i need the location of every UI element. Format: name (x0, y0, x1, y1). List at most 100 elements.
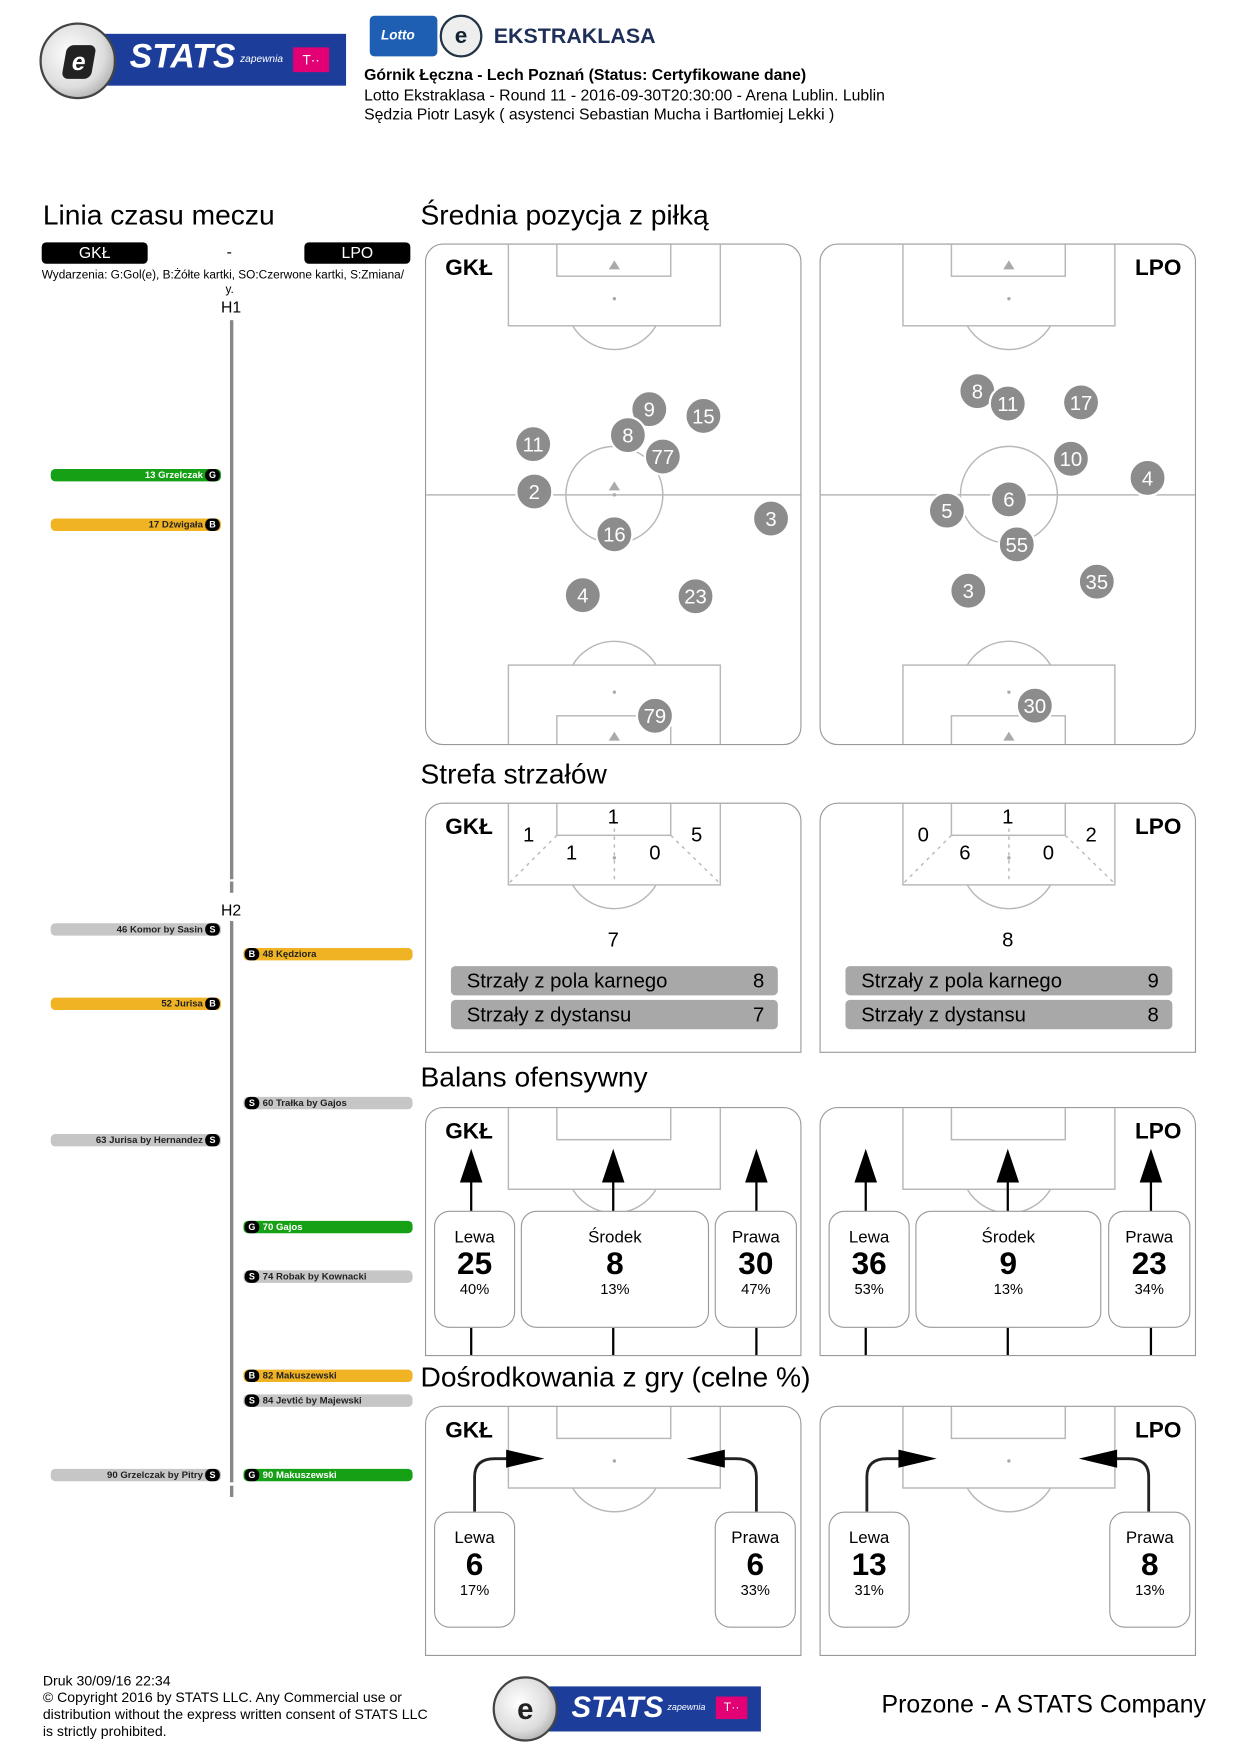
arrow-up-icon (459, 1148, 483, 1183)
match-info: Lotto Ekstraklasa - Round 11 - 2016-09-3… (364, 85, 885, 104)
attack-balance-away: LPO Lewa 36 53% Środek 9 13% Prawa 23 34% (819, 1106, 1197, 1357)
timeline-legend-cont: y. (225, 282, 234, 297)
shots-left-wide: 1 (523, 823, 535, 847)
shots-in-box-bar: Strzały z pola karnego 8 (450, 966, 778, 996)
balance-zone-środek: Środek 8 13% (520, 1210, 710, 1328)
arrow-right-icon (506, 1449, 545, 1468)
balance-zone-prawa: Prawa 23 34% (1108, 1210, 1191, 1328)
shots-goal-area: 1 (1002, 805, 1014, 828)
away-team-pill: LPO (304, 242, 411, 264)
player-marker: 17 (1061, 383, 1101, 422)
timeline-line-h2 (229, 920, 233, 1483)
event-text: 70 Gajos (262, 1220, 303, 1232)
shots-in-box-bar: Strzały z pola karnego 9 (845, 966, 1173, 996)
home-team-label: GKŁ (445, 255, 493, 281)
cross-zone-prawa: Prawa 6 33% (714, 1511, 796, 1628)
crosses-title: Dośrodkowania z gry (celne %) (420, 1361, 811, 1394)
player-marker: 15 (684, 396, 723, 436)
stats-logo: e STATS zapewnia T·· (39, 22, 347, 100)
shot-zones-away: LPO 1 0 2 6 0 8 Strzały z pola karnego 9 … (819, 802, 1197, 1053)
timeline-event: 48 Kędziora B (243, 947, 413, 961)
attack-direction-icon (1003, 260, 1015, 270)
player-number: 30 (1024, 696, 1047, 718)
shots-outside-box-bar: Strzały z dystansu 7 (450, 999, 778, 1030)
event-text: 48 Kędziora (262, 947, 317, 960)
company-name: Prozone - A STATS Company (881, 1689, 1206, 1718)
timeline-event: 90 Grzelczak by Pitry S (50, 1468, 221, 1482)
player-marker: 2 (515, 472, 554, 511)
player-number: 23 (684, 587, 707, 609)
pitch-markings (865, 1406, 1151, 1513)
shots-left-box: 6 (959, 841, 971, 865)
timeline-event: 63 Jurisa by Hernandez S (50, 1133, 221, 1147)
avg-position-title: Średnia pozycja z piłką (420, 199, 709, 232)
shots-left-wide: 0 (917, 823, 929, 847)
attack-balance-title: Balans ofensywny (420, 1061, 648, 1094)
arrow-up-icon (601, 1148, 625, 1183)
player-marker: 55 (997, 525, 1036, 564)
event-type-badge: B (244, 947, 260, 961)
shots-left-box: 1 (565, 841, 578, 865)
attack-direction-icon (608, 260, 620, 270)
copyright-line-3: is strictly prohibited. (42, 1723, 167, 1740)
player-marker: 30 (1015, 686, 1054, 725)
event-text: 82 Makuszewski (262, 1369, 337, 1381)
shots-right-wide: 5 (691, 823, 703, 847)
shots-right-box: 0 (1042, 841, 1055, 865)
player-number: 79 (644, 706, 667, 728)
player-marker: 8 (608, 415, 648, 455)
timeline-line-h1 (229, 320, 233, 880)
shots-right-box: 0 (649, 841, 661, 865)
player-number: 8 (622, 425, 633, 447)
event-text: 17 Dźwigała (148, 518, 203, 530)
player-marker: 11 (514, 424, 553, 464)
arrow-left-icon (1078, 1449, 1118, 1468)
event-type-badge: S (205, 1133, 220, 1147)
player-number: 17 (1070, 393, 1093, 415)
player-marker: 3 (751, 499, 791, 538)
arrow-up-icon (854, 1148, 878, 1183)
shot-zones-home: GKŁ 1 1 5 1 0 7 Strzały z pola karnego 8 … (424, 802, 802, 1053)
print-date: Druk 30/09/16 22:34 (42, 1672, 171, 1689)
player-marker: 10 (1051, 439, 1091, 478)
event-type-badge: S (205, 923, 220, 936)
timeline-event: 90 Makuszewski G (243, 1468, 413, 1482)
pitch-markings: 8 11 17 10 4 5 6 55 3 35 30 (820, 244, 1195, 744)
player-number: 11 (523, 434, 544, 456)
pitch-markings (902, 803, 1116, 910)
event-type-badge: S (244, 1270, 260, 1283)
ball-icon: e (439, 14, 483, 58)
arrow-right-icon (898, 1449, 937, 1468)
shot-zones-title: Strefa strzałów (420, 758, 607, 791)
player-number: 11 (997, 394, 1018, 416)
player-number: 15 (692, 406, 715, 428)
match-title: Górnik Łęczna - Lech Poznań (Status: Cer… (364, 65, 807, 84)
timeline-event: 82 Makuszewski B (243, 1369, 413, 1382)
player-number: 8 (972, 381, 983, 403)
player-marker: 16 (595, 515, 634, 554)
event-type-badge: S (244, 1096, 260, 1110)
timeline-event: 70 Gajos G (243, 1220, 413, 1234)
player-number: 6 (1003, 490, 1014, 512)
event-text: 52 Jurisa (161, 997, 203, 1009)
player-number: 4 (1142, 468, 1153, 490)
balance-zone-lewa: Lewa 25 40% (433, 1210, 516, 1328)
shots-outside-box-bar: Strzały z dystansu 8 (845, 999, 1173, 1030)
event-type-badge: S (244, 1394, 260, 1407)
timeline-event: 74 Robak by Kownacki S (243, 1270, 413, 1283)
pitch-markings: 9 15 8 11 77 2 16 3 4 23 79 (426, 244, 801, 744)
cross-zone-lewa: Lewa 6 17% (433, 1511, 516, 1628)
pitch-markings (473, 1406, 758, 1513)
balance-zone-środek: Środek 9 13% (915, 1210, 1102, 1328)
away-team-label: LPO (1135, 255, 1182, 281)
shots-outside: 8 (1002, 928, 1014, 951)
ball-icon: e (39, 22, 117, 100)
attack-balance-home: GKŁ Lewa 25 40% Środek 8 13% Prawa 30 47% (424, 1106, 802, 1357)
player-number: 10 (1060, 449, 1083, 471)
timeline-event: 60 Trałka by Gajos S (243, 1096, 413, 1110)
player-number: 9 (644, 400, 655, 422)
event-type-badge: B (205, 518, 220, 531)
pitch-markings (854, 1108, 1163, 1355)
player-number: 5 (941, 501, 952, 523)
